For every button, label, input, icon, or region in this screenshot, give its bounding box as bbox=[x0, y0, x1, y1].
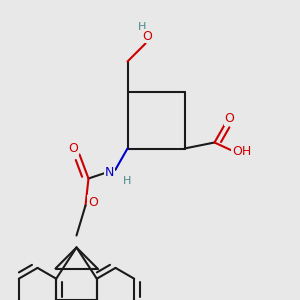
Text: N: N bbox=[105, 166, 114, 179]
Text: O: O bbox=[88, 196, 98, 209]
Text: O: O bbox=[225, 112, 234, 125]
Text: O: O bbox=[142, 29, 152, 43]
Text: O: O bbox=[69, 142, 78, 155]
Text: H: H bbox=[138, 22, 147, 32]
Text: H: H bbox=[123, 176, 132, 187]
Text: OH: OH bbox=[232, 145, 251, 158]
